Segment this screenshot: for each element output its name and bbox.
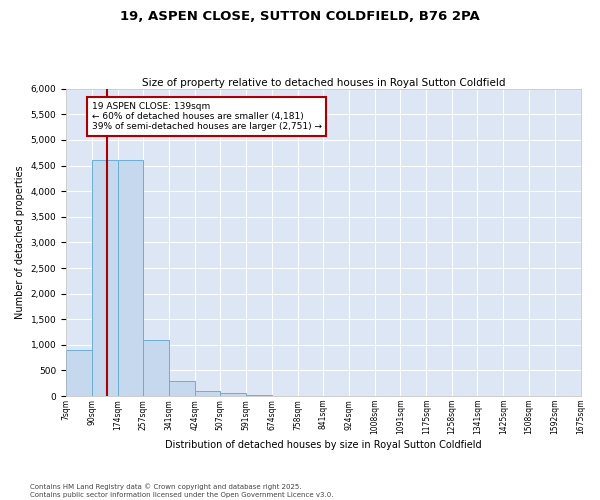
Text: Contains HM Land Registry data © Crown copyright and database right 2025.
Contai: Contains HM Land Registry data © Crown c…	[30, 484, 334, 498]
Bar	[143, 340, 169, 396]
Bar	[194, 391, 220, 396]
Bar	[246, 395, 272, 396]
Bar	[169, 380, 194, 396]
Text: 19 ASPEN CLOSE: 139sqm
← 60% of detached houses are smaller (4,181)
39% of semi-: 19 ASPEN CLOSE: 139sqm ← 60% of detached…	[92, 102, 322, 132]
X-axis label: Distribution of detached houses by size in Royal Sutton Coldfield: Distribution of detached houses by size …	[165, 440, 482, 450]
Text: 19, ASPEN CLOSE, SUTTON COLDFIELD, B76 2PA: 19, ASPEN CLOSE, SUTTON COLDFIELD, B76 2…	[120, 10, 480, 23]
Title: Size of property relative to detached houses in Royal Sutton Coldfield: Size of property relative to detached ho…	[142, 78, 505, 88]
Bar	[118, 160, 143, 396]
Bar	[66, 350, 92, 396]
Bar	[220, 394, 246, 396]
Y-axis label: Number of detached properties: Number of detached properties	[15, 166, 25, 319]
Bar	[92, 160, 118, 396]
